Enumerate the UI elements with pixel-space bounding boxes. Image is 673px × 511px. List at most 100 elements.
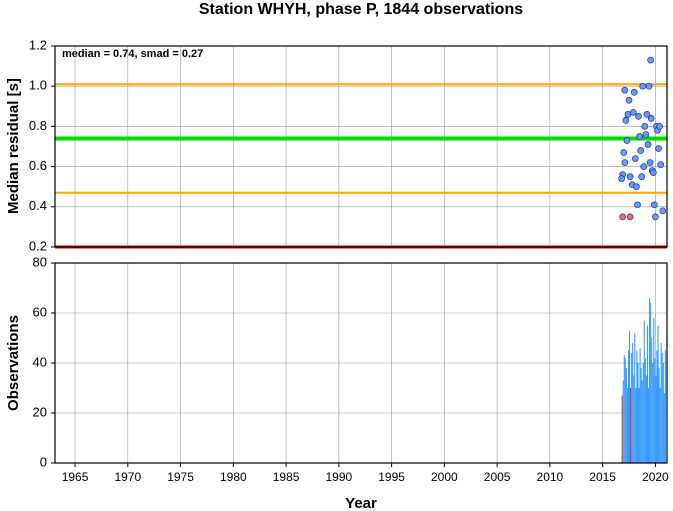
x-tick-label: 2005	[484, 470, 511, 484]
bar	[632, 343, 634, 463]
bar	[657, 325, 659, 463]
y-tick-label: 60	[33, 304, 47, 319]
point	[637, 147, 644, 154]
bar	[621, 395, 623, 463]
y-tick-label: 80	[33, 254, 47, 269]
point	[659, 207, 667, 215]
x-tick-label: 2020	[642, 470, 669, 484]
point	[647, 115, 655, 122]
y-tick-label: 0.2	[29, 238, 47, 253]
bar	[642, 363, 644, 463]
point	[621, 159, 629, 166]
bar	[625, 368, 627, 463]
bar	[651, 338, 653, 463]
point	[622, 117, 630, 124]
bar	[653, 318, 655, 463]
y-tick-label: 40	[33, 354, 47, 369]
point	[644, 141, 652, 148]
bar	[652, 363, 654, 463]
bar	[630, 388, 632, 463]
point	[642, 131, 650, 138]
bar	[627, 350, 630, 463]
bar	[648, 388, 650, 463]
y-tick-label: 1.0	[29, 78, 47, 93]
point	[640, 163, 648, 170]
point	[643, 110, 651, 118]
point	[623, 137, 631, 144]
y-tick-label: 20	[33, 404, 47, 419]
bar	[623, 355, 625, 463]
annotation: median = 0.74, smad = 0.27	[62, 48, 203, 60]
x-tick-label: 1985	[273, 470, 300, 484]
bar	[640, 368, 642, 463]
x-tick-label: 1975	[167, 470, 194, 484]
bar	[633, 375, 635, 463]
plot-frame	[54, 45, 668, 248]
bar	[663, 393, 665, 463]
bar	[655, 375, 657, 463]
bar	[645, 375, 647, 463]
bar	[659, 388, 661, 463]
bar	[626, 388, 628, 463]
bar	[664, 350, 666, 463]
point	[618, 175, 625, 183]
bar	[634, 333, 636, 463]
x-tick-label: 1965	[62, 470, 89, 484]
point	[646, 159, 654, 166]
point	[656, 123, 663, 130]
point	[630, 88, 638, 96]
bar	[636, 350, 638, 463]
bar	[656, 350, 658, 463]
point	[621, 86, 629, 94]
point	[639, 82, 647, 90]
point	[641, 123, 649, 130]
bar	[635, 388, 637, 463]
point	[625, 96, 633, 104]
point	[631, 155, 639, 162]
point	[635, 112, 642, 120]
x-tick-label: 1990	[325, 470, 352, 484]
y-tick-label: 0.4	[29, 198, 47, 213]
x-tick-label: 1970	[114, 470, 141, 484]
bar	[660, 343, 662, 463]
point	[647, 56, 654, 64]
point	[645, 82, 653, 90]
bar	[650, 303, 652, 463]
y-tick-label: 0.8	[29, 118, 47, 133]
point	[629, 108, 637, 116]
x-tick-label: 1980	[220, 470, 247, 484]
point	[649, 169, 657, 176]
bar	[649, 298, 651, 463]
point	[650, 201, 658, 209]
y-axis-label: Observations	[5, 315, 22, 411]
bar	[637, 363, 639, 463]
x-axis-label: Year	[345, 495, 377, 511]
bar	[631, 353, 633, 463]
plot-frame	[54, 262, 668, 464]
point	[619, 213, 627, 221]
bar	[662, 363, 664, 463]
y-tick-label: 1.2	[29, 37, 47, 52]
bar	[661, 353, 663, 463]
bar	[624, 358, 626, 463]
x-tick-label: 1995	[378, 470, 405, 484]
bar	[643, 320, 645, 463]
point	[626, 213, 634, 221]
x-tick-label: 2000	[431, 470, 458, 484]
point	[652, 213, 659, 221]
bar	[644, 358, 646, 463]
y-tick-label: 0.6	[29, 158, 47, 173]
point	[638, 173, 646, 180]
y-axis-label: Median residual [s]	[5, 78, 22, 214]
bar	[654, 358, 656, 463]
bar	[646, 325, 649, 463]
x-tick-label: 2015	[589, 470, 616, 484]
point	[633, 183, 640, 191]
bar	[658, 368, 660, 463]
bar	[629, 330, 631, 463]
point	[620, 149, 628, 156]
point	[655, 145, 662, 152]
bar	[638, 388, 640, 463]
bar	[622, 380, 624, 463]
